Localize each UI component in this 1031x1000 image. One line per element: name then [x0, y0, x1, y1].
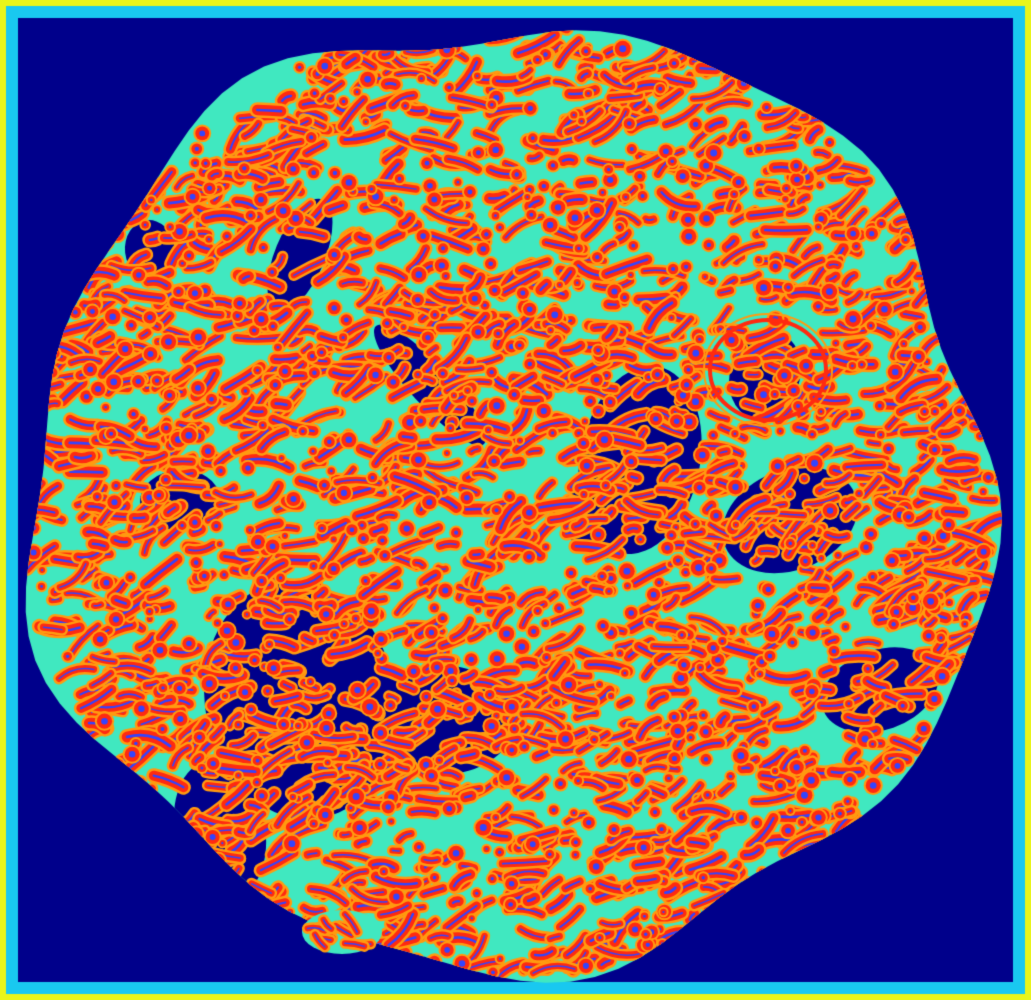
heatmap-frame [0, 0, 1031, 1000]
tissue-heatmap-image [0, 0, 1031, 1000]
